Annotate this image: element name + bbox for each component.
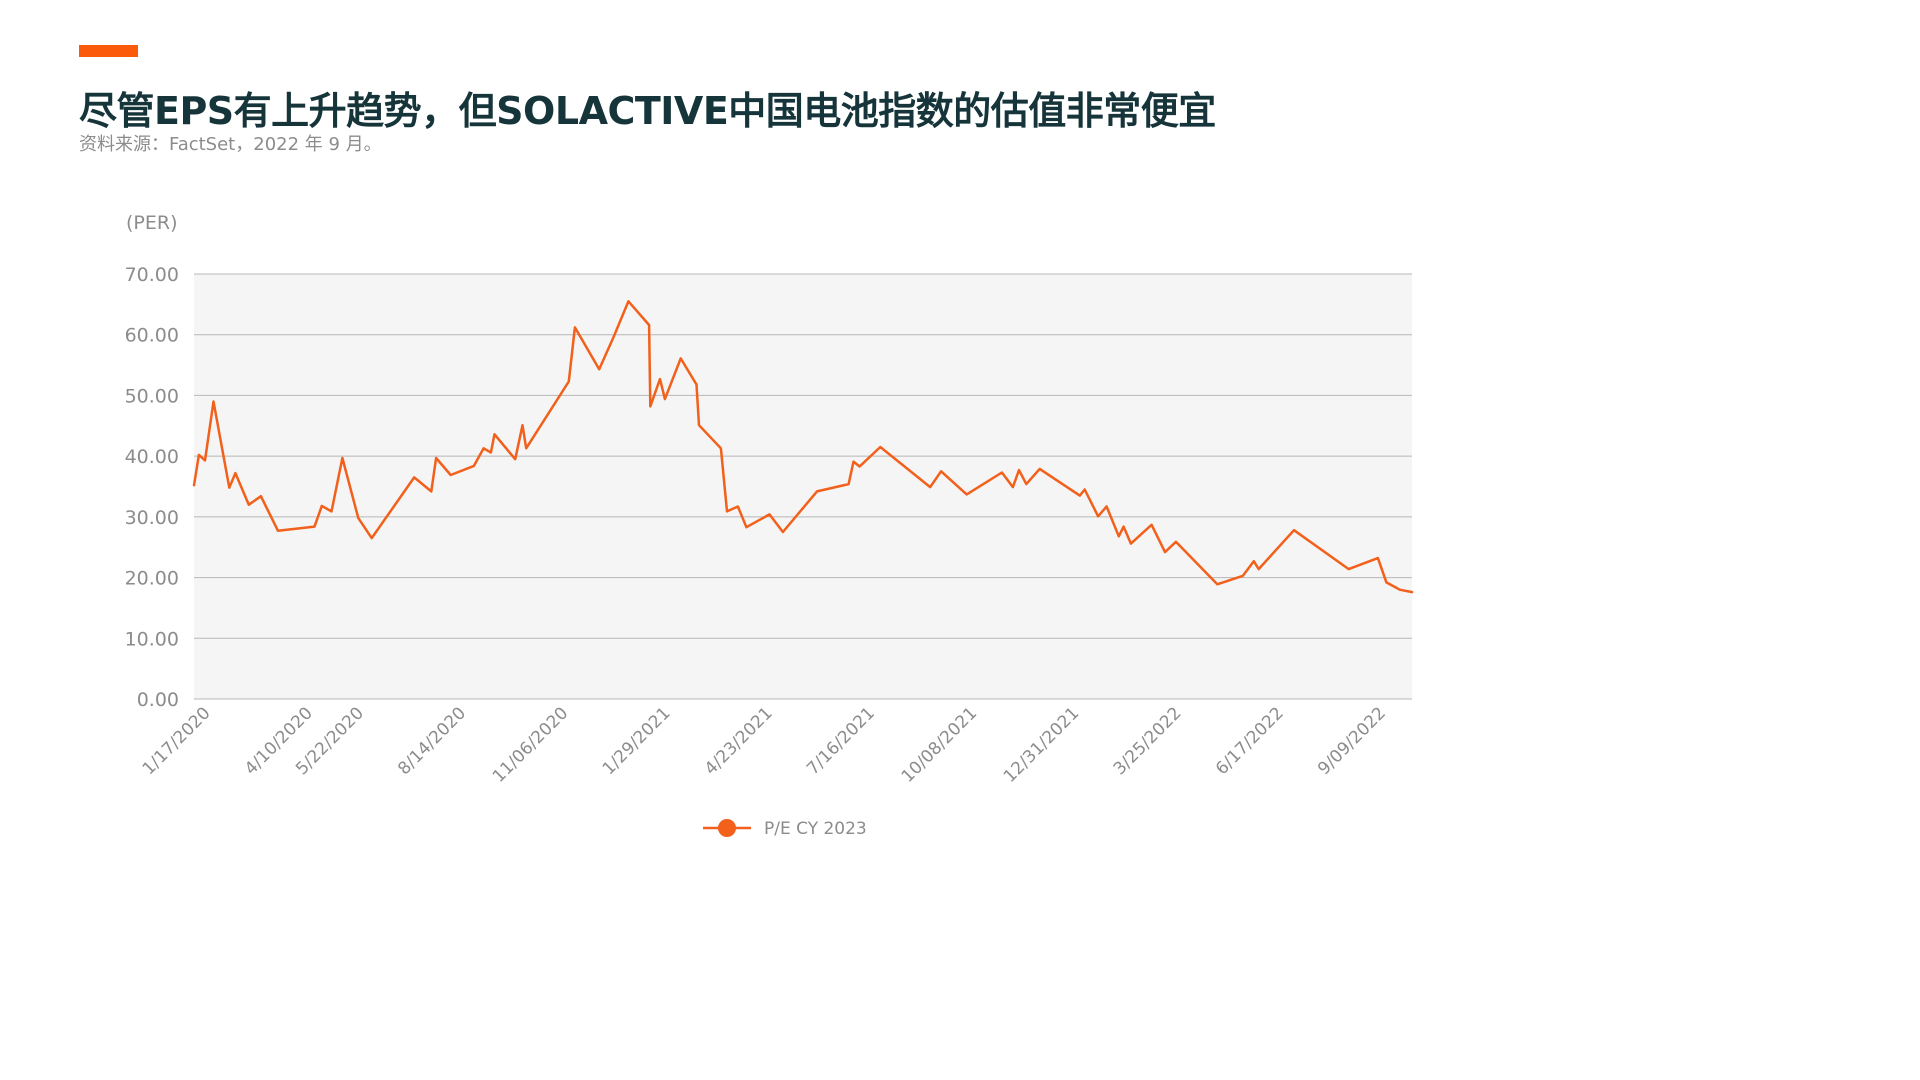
page-title: 尽管EPS有上升趋势，但SOLACTIVE中国电池指数的估值非常便宜: [79, 89, 1216, 133]
series-line: [192, 300, 1414, 594]
x-tick-label: 1/29/2021: [599, 703, 675, 779]
y-tick-label: 70.00: [125, 264, 179, 286]
y-tick-label: 60.00: [125, 325, 179, 347]
x-tick-label: 8/14/2020: [394, 703, 470, 779]
x-tick-label: 10/08/2021: [898, 703, 981, 786]
gridlines: [194, 273, 1412, 700]
y-tick-label: 10.00: [125, 628, 179, 650]
y-tick-label: 50.00: [125, 385, 179, 407]
y-tick-label: 40.00: [125, 446, 179, 468]
y-tick-label: 0.00: [137, 689, 179, 711]
y-unit-label: (PER): [126, 212, 178, 234]
source-note: 资料来源：FactSet，2022 年 9 月。: [79, 134, 382, 155]
accent-bar: [79, 45, 138, 57]
x-tick-label: 7/16/2021: [803, 703, 879, 779]
plot-area: [194, 274, 1412, 699]
x-tick-label: 6/17/2022: [1212, 703, 1288, 779]
y-tick-label: 20.00: [125, 568, 179, 590]
x-tick-label: 11/06/2020: [489, 703, 572, 786]
y-tick-label: 30.00: [125, 507, 179, 529]
line-chart: (PER) 0.00 10.00 20.00 30.00 40.00 50.00 60.00…: [125, 212, 1414, 839]
x-tick-label: 9/09/2022: [1314, 703, 1390, 779]
y-axis: 0.00 10.00 20.00 30.00 40.00 50.00 60.00 70.00: [125, 264, 179, 711]
x-tick-label: 3/25/2022: [1110, 703, 1186, 779]
x-tick-label: 1/17/2020: [139, 703, 215, 779]
x-tick-label: 4/23/2021: [701, 703, 777, 779]
series-layer: [192, 300, 1414, 594]
legend-marker: [718, 819, 736, 837]
legend: P/E CY 2023: [703, 819, 867, 839]
x-tick-label: 12/31/2021: [1000, 703, 1083, 786]
legend-label: P/E CY 2023: [764, 819, 867, 839]
